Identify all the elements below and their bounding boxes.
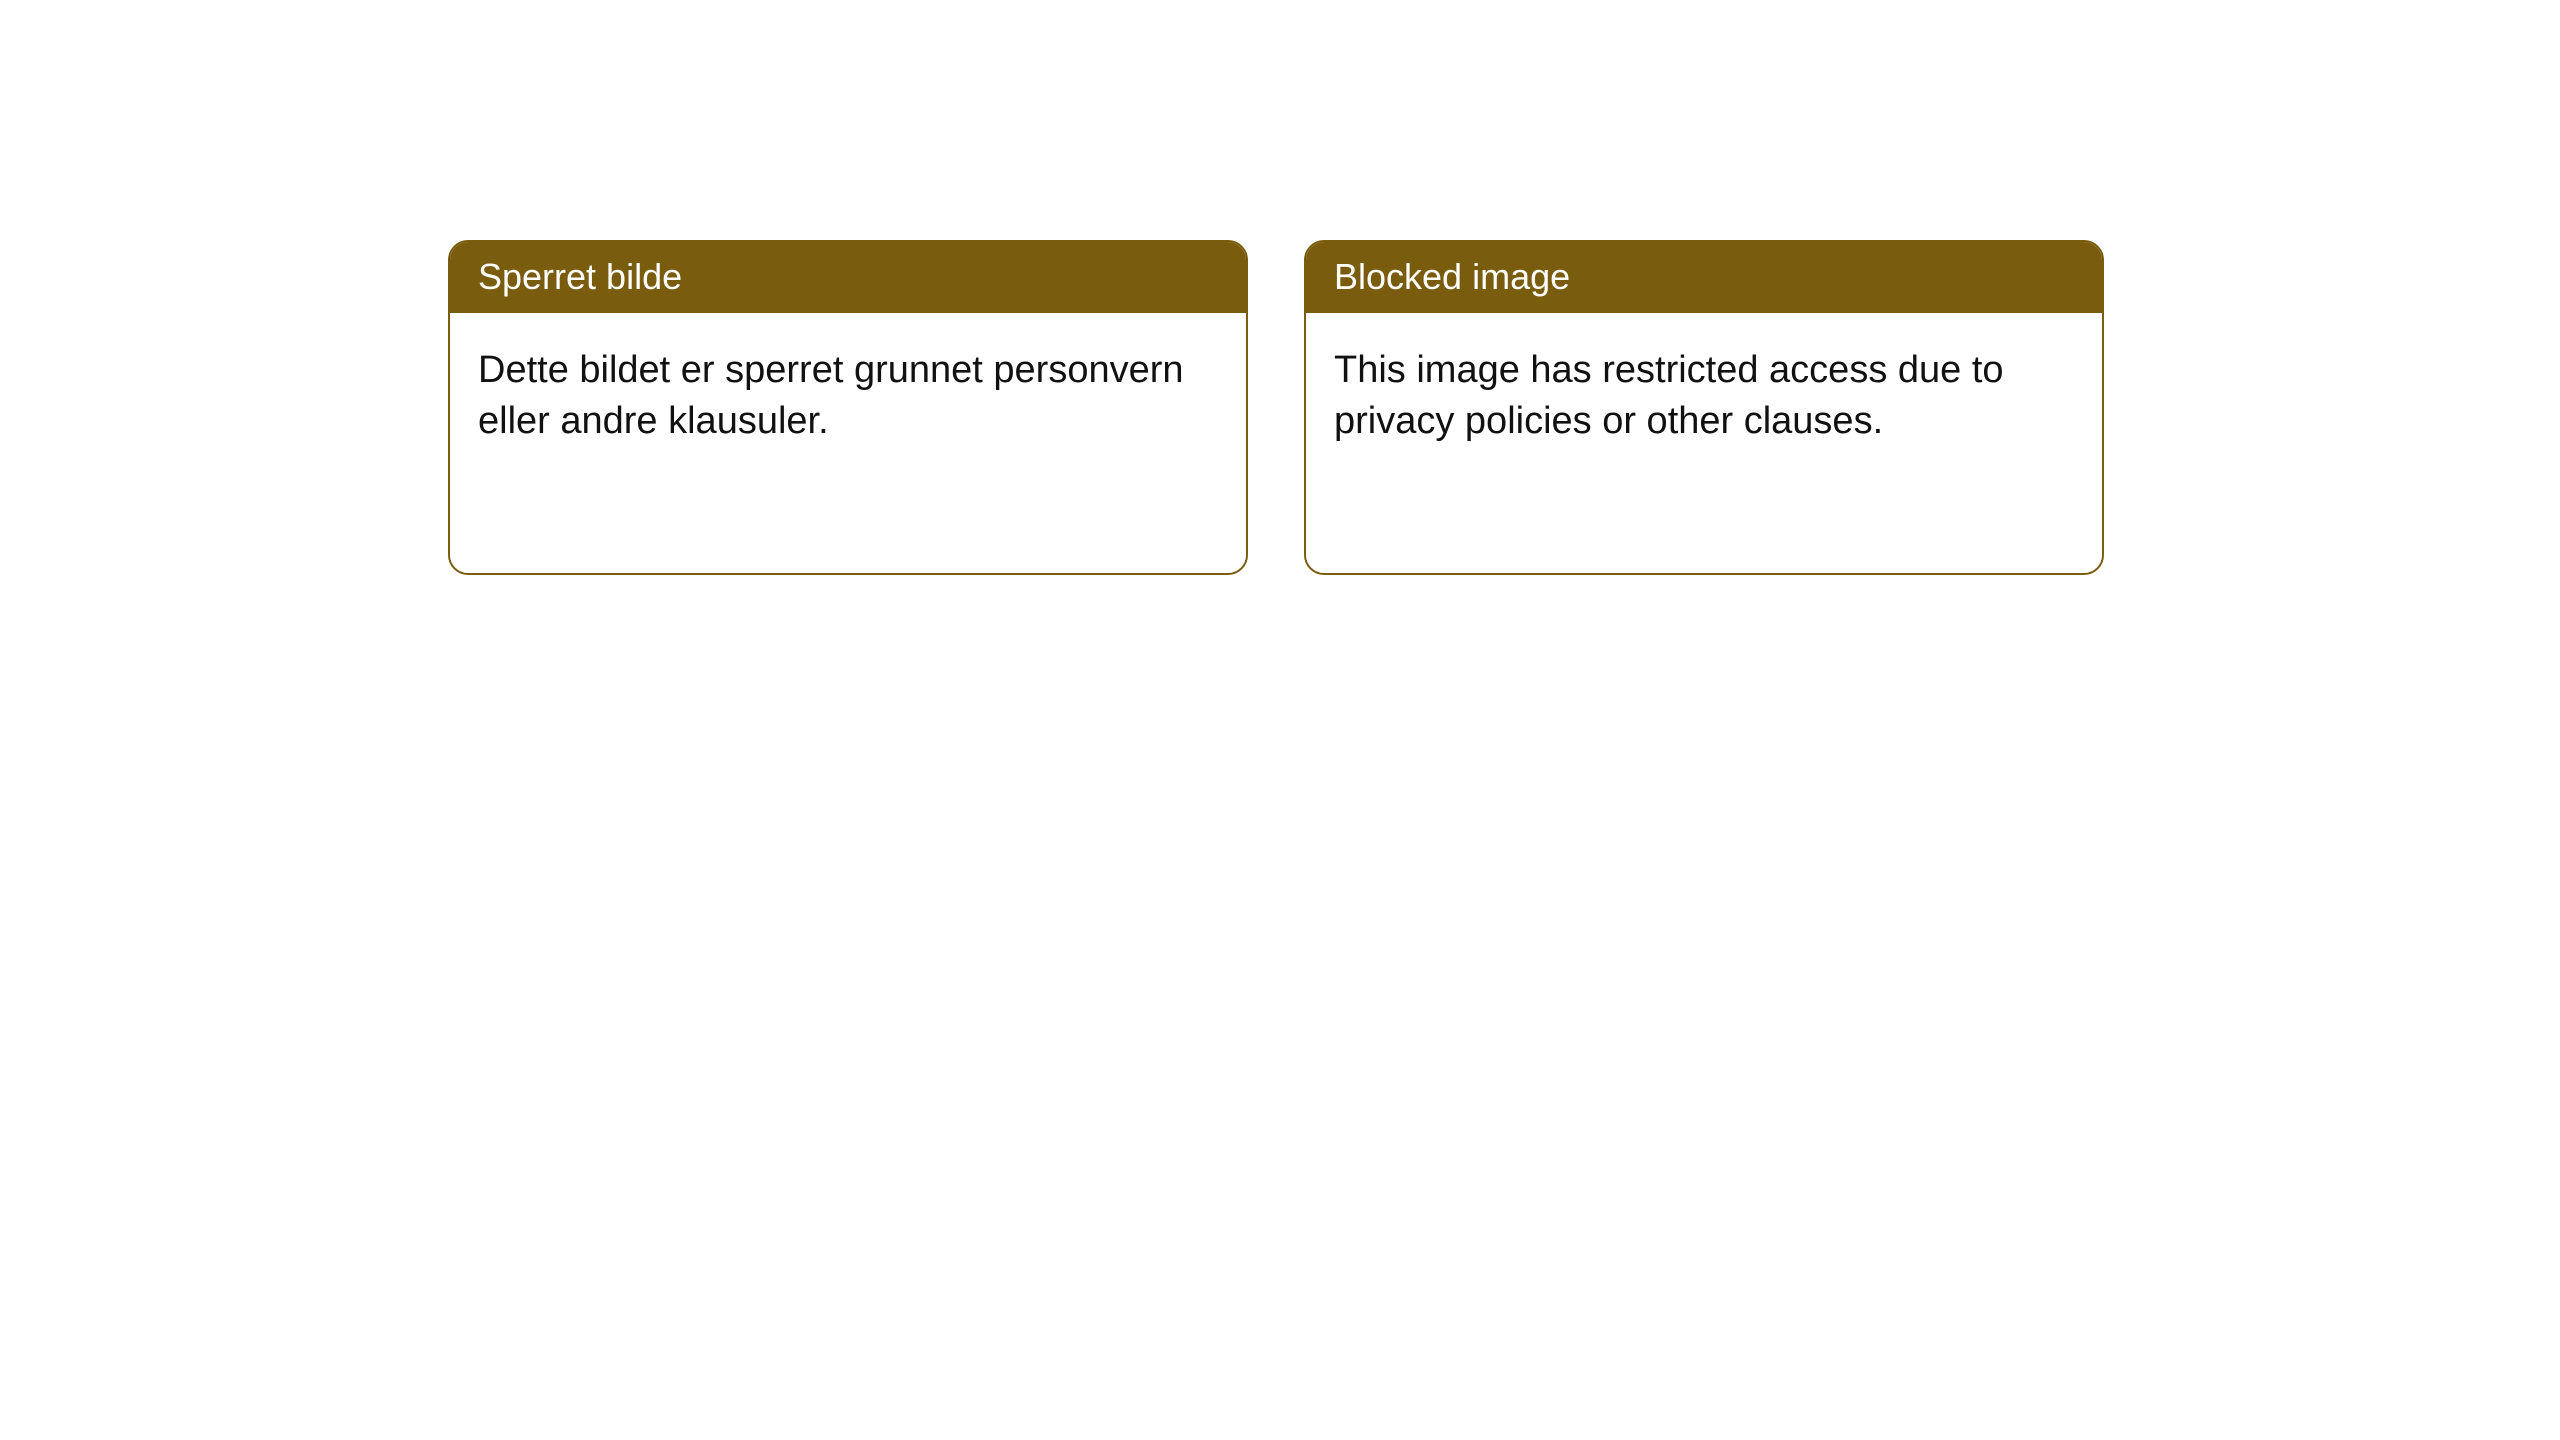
card-title: Sperret bilde [478,256,682,297]
card-norwegian: Sperret bilde Dette bildet er sperret gr… [448,240,1248,575]
card-body: Dette bildet er sperret grunnet personve… [450,313,1246,480]
card-header: Blocked image [1306,242,2102,313]
card-header: Sperret bilde [450,242,1246,313]
card-english: Blocked image This image has restricted … [1304,240,2104,575]
card-body-text: Dette bildet er sperret grunnet personve… [478,349,1184,442]
card-title: Blocked image [1334,256,1570,297]
card-body-text: This image has restricted access due to … [1334,349,2004,442]
card-body: This image has restricted access due to … [1306,313,2102,480]
cards-container: Sperret bilde Dette bildet er sperret gr… [448,240,2104,575]
